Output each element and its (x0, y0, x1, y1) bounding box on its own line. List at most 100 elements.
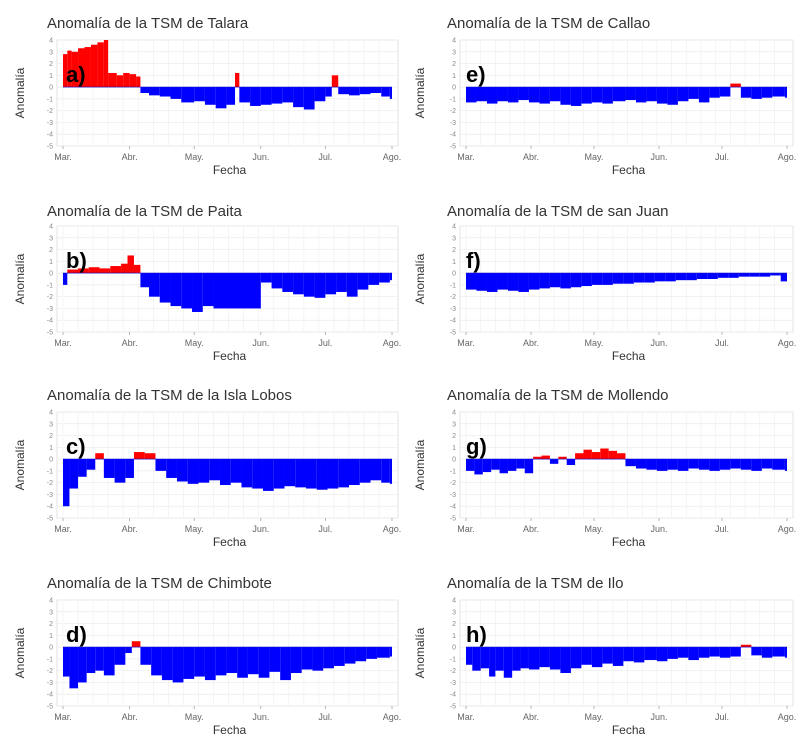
anomaly-bar (667, 87, 678, 105)
anomaly-bar (518, 87, 529, 101)
y-tick-label: 4 (49, 410, 53, 417)
x-tick-label: Jul. (715, 338, 729, 348)
y-tick-label: 4 (452, 38, 456, 45)
anomaly-bar (558, 456, 567, 460)
anomaly-bar (357, 273, 369, 290)
anomaly-bar (155, 459, 167, 471)
anomaly-bar (260, 273, 272, 283)
anomaly-bar (239, 87, 251, 103)
y-tick-label: -4 (450, 318, 456, 325)
y-tick-label: -1 (47, 282, 53, 289)
x-tick-label: Ago. (383, 712, 402, 722)
anomaly-bar (654, 273, 666, 282)
anomaly-bar (170, 273, 182, 307)
anomaly-bar (612, 87, 626, 102)
anomaly-bar (656, 87, 668, 104)
anomaly-bar (541, 455, 550, 460)
anomaly-bar (194, 87, 205, 102)
anomaly-bar (230, 459, 242, 483)
anomaly-bar (250, 87, 261, 106)
anomaly-bar (623, 647, 634, 662)
anomaly-bar (166, 459, 177, 478)
panel-title: Anomalía de la TSM de Chimbote (47, 575, 272, 592)
anomaly-bar (95, 647, 104, 671)
anomaly-bar (331, 75, 339, 88)
anomaly-bar (67, 269, 79, 274)
y-tick-label: -5 (450, 704, 456, 711)
anomaly-bar (466, 647, 473, 665)
y-tick-label: 2 (452, 247, 456, 254)
anomaly-bar (133, 452, 145, 460)
anomaly-bar (644, 647, 657, 661)
y-tick-label: -3 (47, 680, 53, 687)
anomaly-bar (129, 74, 137, 88)
anomaly-bar (738, 273, 750, 277)
chart-panel-8: Anomalía de la TSM de Ilo h) 4 3 2 1 0 -1 -2 -3 -4… (413, 575, 796, 737)
y-tick-label: 3 (49, 609, 53, 616)
y-tick-label: 4 (452, 598, 456, 605)
y-tick-label: -3 (47, 306, 53, 313)
panel-letter-label: a) (66, 62, 86, 87)
anomaly-bar (149, 87, 160, 96)
y-tick-label: 2 (49, 61, 53, 68)
x-tick-label: May. (585, 152, 604, 162)
y-tick-label: -3 (47, 120, 53, 127)
anomaly-bar (290, 647, 302, 674)
anomaly-bar (518, 273, 529, 292)
anomaly-bar (751, 647, 762, 656)
anomaly-bar (784, 647, 787, 658)
anomaly-bar (389, 459, 392, 484)
x-tick-label: Jun. (252, 338, 269, 348)
anomaly-bar (176, 459, 188, 482)
anomaly-bar (480, 647, 490, 669)
y-tick-label: -5 (47, 516, 53, 523)
y-tick-label: -2 (47, 108, 53, 115)
x-tick-label: Mar. (457, 524, 475, 534)
anomaly-bar (575, 453, 584, 460)
panel-letter-label: d) (66, 622, 87, 647)
anomaly-bar (749, 273, 760, 277)
y-tick-label: 1 (452, 259, 456, 266)
y-axis-label: Anomalía (413, 627, 427, 678)
anomaly-bar (63, 647, 70, 677)
y-tick-label: 1 (49, 73, 53, 80)
anomaly-bar (346, 273, 358, 297)
anomaly-bar (116, 75, 124, 88)
anomaly-bar (187, 459, 199, 484)
anomaly-bar (136, 76, 141, 88)
y-tick-label: -1 (47, 656, 53, 663)
anomaly-bar (97, 42, 104, 88)
y-tick-label: -1 (450, 96, 456, 103)
x-tick-label: Abr. (523, 152, 539, 162)
x-tick-label: Mar. (54, 338, 72, 348)
anomaly-bar (280, 647, 291, 681)
anomaly-bar (740, 644, 752, 648)
x-tick-label: Abr. (523, 524, 539, 534)
anomaly-bar (379, 273, 390, 283)
anomaly-bar (370, 459, 382, 481)
y-tick-label: 2 (49, 621, 53, 628)
anomaly-bar (560, 273, 571, 289)
y-axis-label: Anomalía (13, 67, 27, 118)
anomaly-bar (482, 459, 492, 473)
anomaly-bar (570, 273, 582, 288)
y-axis-label: Anomalía (413, 253, 427, 304)
x-tick-label: Mar. (457, 152, 475, 162)
y-tick-label: -3 (47, 492, 53, 499)
y-tick-label: -2 (47, 668, 53, 675)
anomaly-bar (549, 273, 561, 288)
anomaly-bar (359, 459, 371, 483)
anomaly-bar (301, 647, 313, 670)
anomaly-bar (181, 87, 195, 103)
anomaly-bar (333, 647, 345, 666)
panel-letter-label: c) (66, 434, 86, 459)
y-tick-label: 0 (49, 457, 53, 464)
anomaly-bar (709, 647, 720, 657)
anomaly-bar (623, 273, 634, 284)
anomaly-bar (99, 268, 111, 274)
anomaly-bar (71, 51, 79, 88)
x-tick-label: Mar. (457, 338, 475, 348)
anomaly-bar (635, 459, 647, 469)
x-tick-label: Jul. (318, 524, 332, 534)
y-tick-label: 1 (49, 633, 53, 640)
